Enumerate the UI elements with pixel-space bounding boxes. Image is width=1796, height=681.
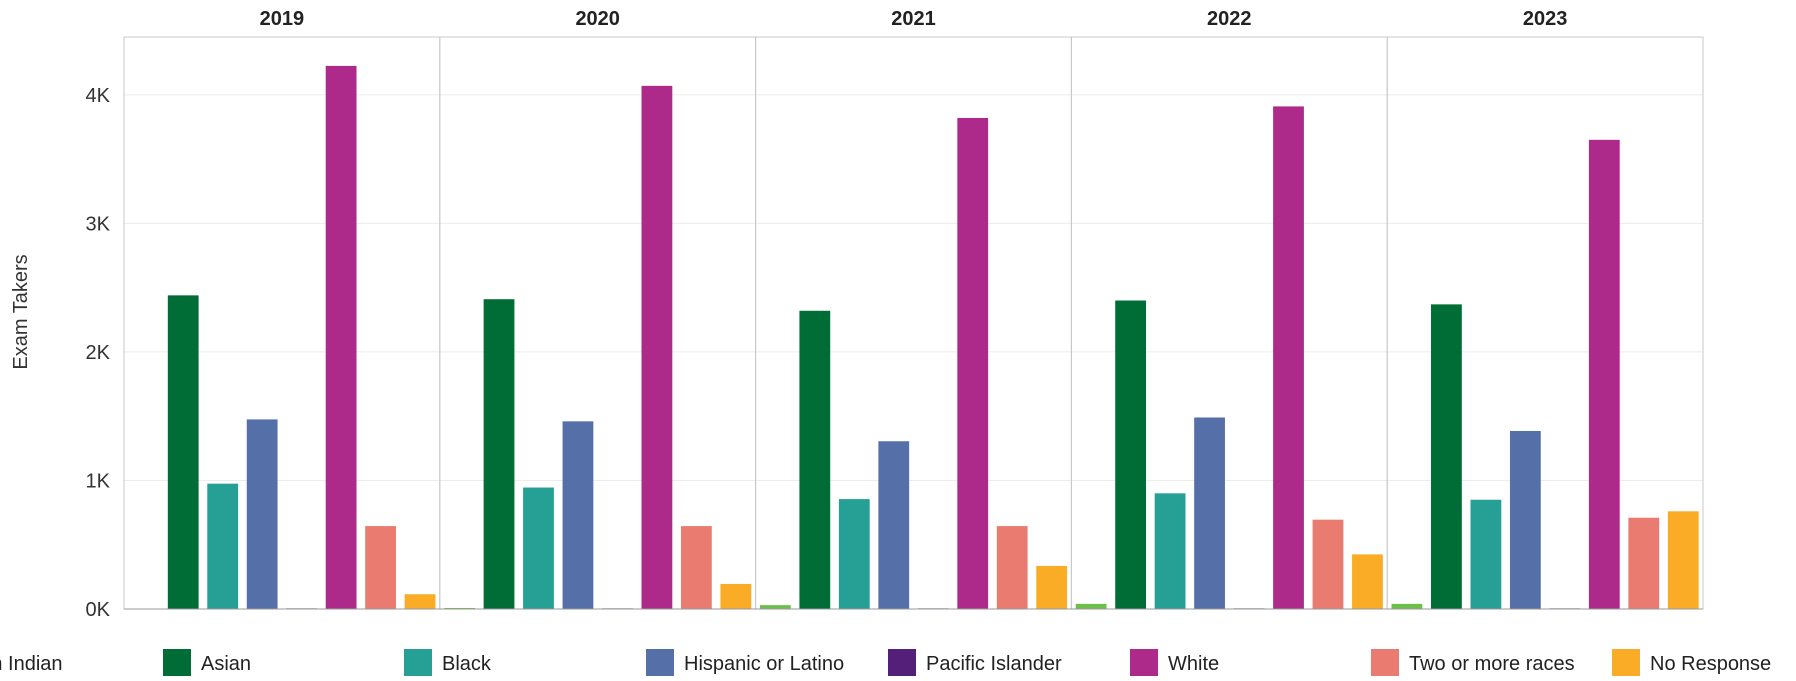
panel-title: 2022 xyxy=(1207,8,1252,30)
bar-white xyxy=(1588,139,1620,609)
y-axis-ticks: 0K 1K 2K 3K 4K xyxy=(86,85,111,621)
bar-white xyxy=(957,117,989,610)
panel-2019: 2019 xyxy=(123,8,441,610)
panels: 2019 2020 2021 2022 2023 xyxy=(123,8,1704,610)
y-tick-label: 2K xyxy=(86,342,111,364)
bar-white xyxy=(1273,106,1304,609)
bar-hispanic-or-latino xyxy=(562,421,594,609)
legend-item: Two or more races xyxy=(1371,649,1575,677)
y-axis-label: Exam Takers xyxy=(10,254,32,369)
legend-label: White xyxy=(1168,653,1219,675)
bar-no-response xyxy=(1352,554,1383,609)
legend-label: American Indian xyxy=(0,653,63,675)
panel-2023: 2023 xyxy=(1386,8,1704,610)
panel-title: 2021 xyxy=(891,8,936,30)
y-tick-label: 4K xyxy=(86,85,111,107)
bar-american-indian xyxy=(759,605,791,609)
legend-swatch xyxy=(163,649,191,677)
bar-two-or-more-races xyxy=(365,526,396,609)
bar-asian xyxy=(799,310,831,609)
bar-american-indian xyxy=(444,607,475,609)
panel-2021: 2021 xyxy=(755,8,1072,610)
panel-2022: 2022 xyxy=(1070,8,1388,610)
y-tick-label: 3K xyxy=(86,213,111,235)
bar-hispanic-or-latino xyxy=(1194,417,1225,609)
bar-black xyxy=(207,483,239,609)
bar-two-or-more-races xyxy=(680,526,712,609)
bar-two-or-more-races xyxy=(1312,519,1344,609)
bar-no-response xyxy=(1036,565,1068,609)
gridlines xyxy=(124,94,1703,481)
bar-asian xyxy=(167,295,199,609)
legend-swatch xyxy=(1371,649,1399,677)
legend-swatch xyxy=(1130,649,1158,677)
bar-no-response xyxy=(1667,511,1699,609)
legend-label: Asian xyxy=(201,653,251,675)
bar-black xyxy=(1154,493,1186,609)
legend-item: White xyxy=(1130,649,1219,677)
bar-asian xyxy=(1115,300,1147,609)
panel-title: 2023 xyxy=(1523,8,1568,30)
legend-label: Two or more races xyxy=(1409,653,1575,675)
bar-black xyxy=(1470,499,1502,609)
bar-no-response xyxy=(720,583,752,609)
legend-label: Black xyxy=(442,653,492,675)
legend-label: No Response xyxy=(1650,653,1771,675)
bar-black xyxy=(838,499,870,609)
legend-label: Hispanic or Latino xyxy=(684,653,844,675)
legend-item: Pacific Islander xyxy=(888,649,1062,677)
bar-american-indian xyxy=(1391,603,1423,609)
legend-item: Asian xyxy=(163,649,251,677)
bar-black xyxy=(523,487,554,609)
legend-swatch xyxy=(888,649,916,677)
y-tick-label: 0K xyxy=(86,599,111,621)
bar-no-response xyxy=(404,594,436,609)
bar-white xyxy=(325,65,357,610)
bar-two-or-more-races xyxy=(1628,517,1660,609)
bar-white xyxy=(641,85,673,609)
legend-item: Black xyxy=(404,649,492,677)
panel-2020: 2020 xyxy=(439,8,757,610)
bar-hispanic-or-latino xyxy=(1509,430,1541,609)
legend: American Indian Asian Black Hispanic or Lat… xyxy=(0,649,1771,677)
y-tick-label: 1K xyxy=(86,470,111,492)
panel-title: 2020 xyxy=(575,8,620,30)
legend-swatch xyxy=(1612,649,1640,677)
bar-hispanic-or-latino xyxy=(246,419,278,609)
bar-asian xyxy=(483,299,515,609)
panel-title: 2019 xyxy=(260,8,305,30)
bar-hispanic-or-latino xyxy=(878,441,910,609)
bar-two-or-more-races xyxy=(996,526,1028,609)
legend-swatch xyxy=(646,649,674,677)
legend-item: No Response xyxy=(1612,649,1771,677)
legend-item: Hispanic or Latino xyxy=(646,649,844,677)
bar-asian xyxy=(1431,304,1462,609)
legend-item: American Indian xyxy=(0,653,63,675)
bar-american-indian xyxy=(1075,603,1107,609)
legend-label: Pacific Islander xyxy=(926,653,1062,675)
legend-swatch xyxy=(404,649,432,677)
